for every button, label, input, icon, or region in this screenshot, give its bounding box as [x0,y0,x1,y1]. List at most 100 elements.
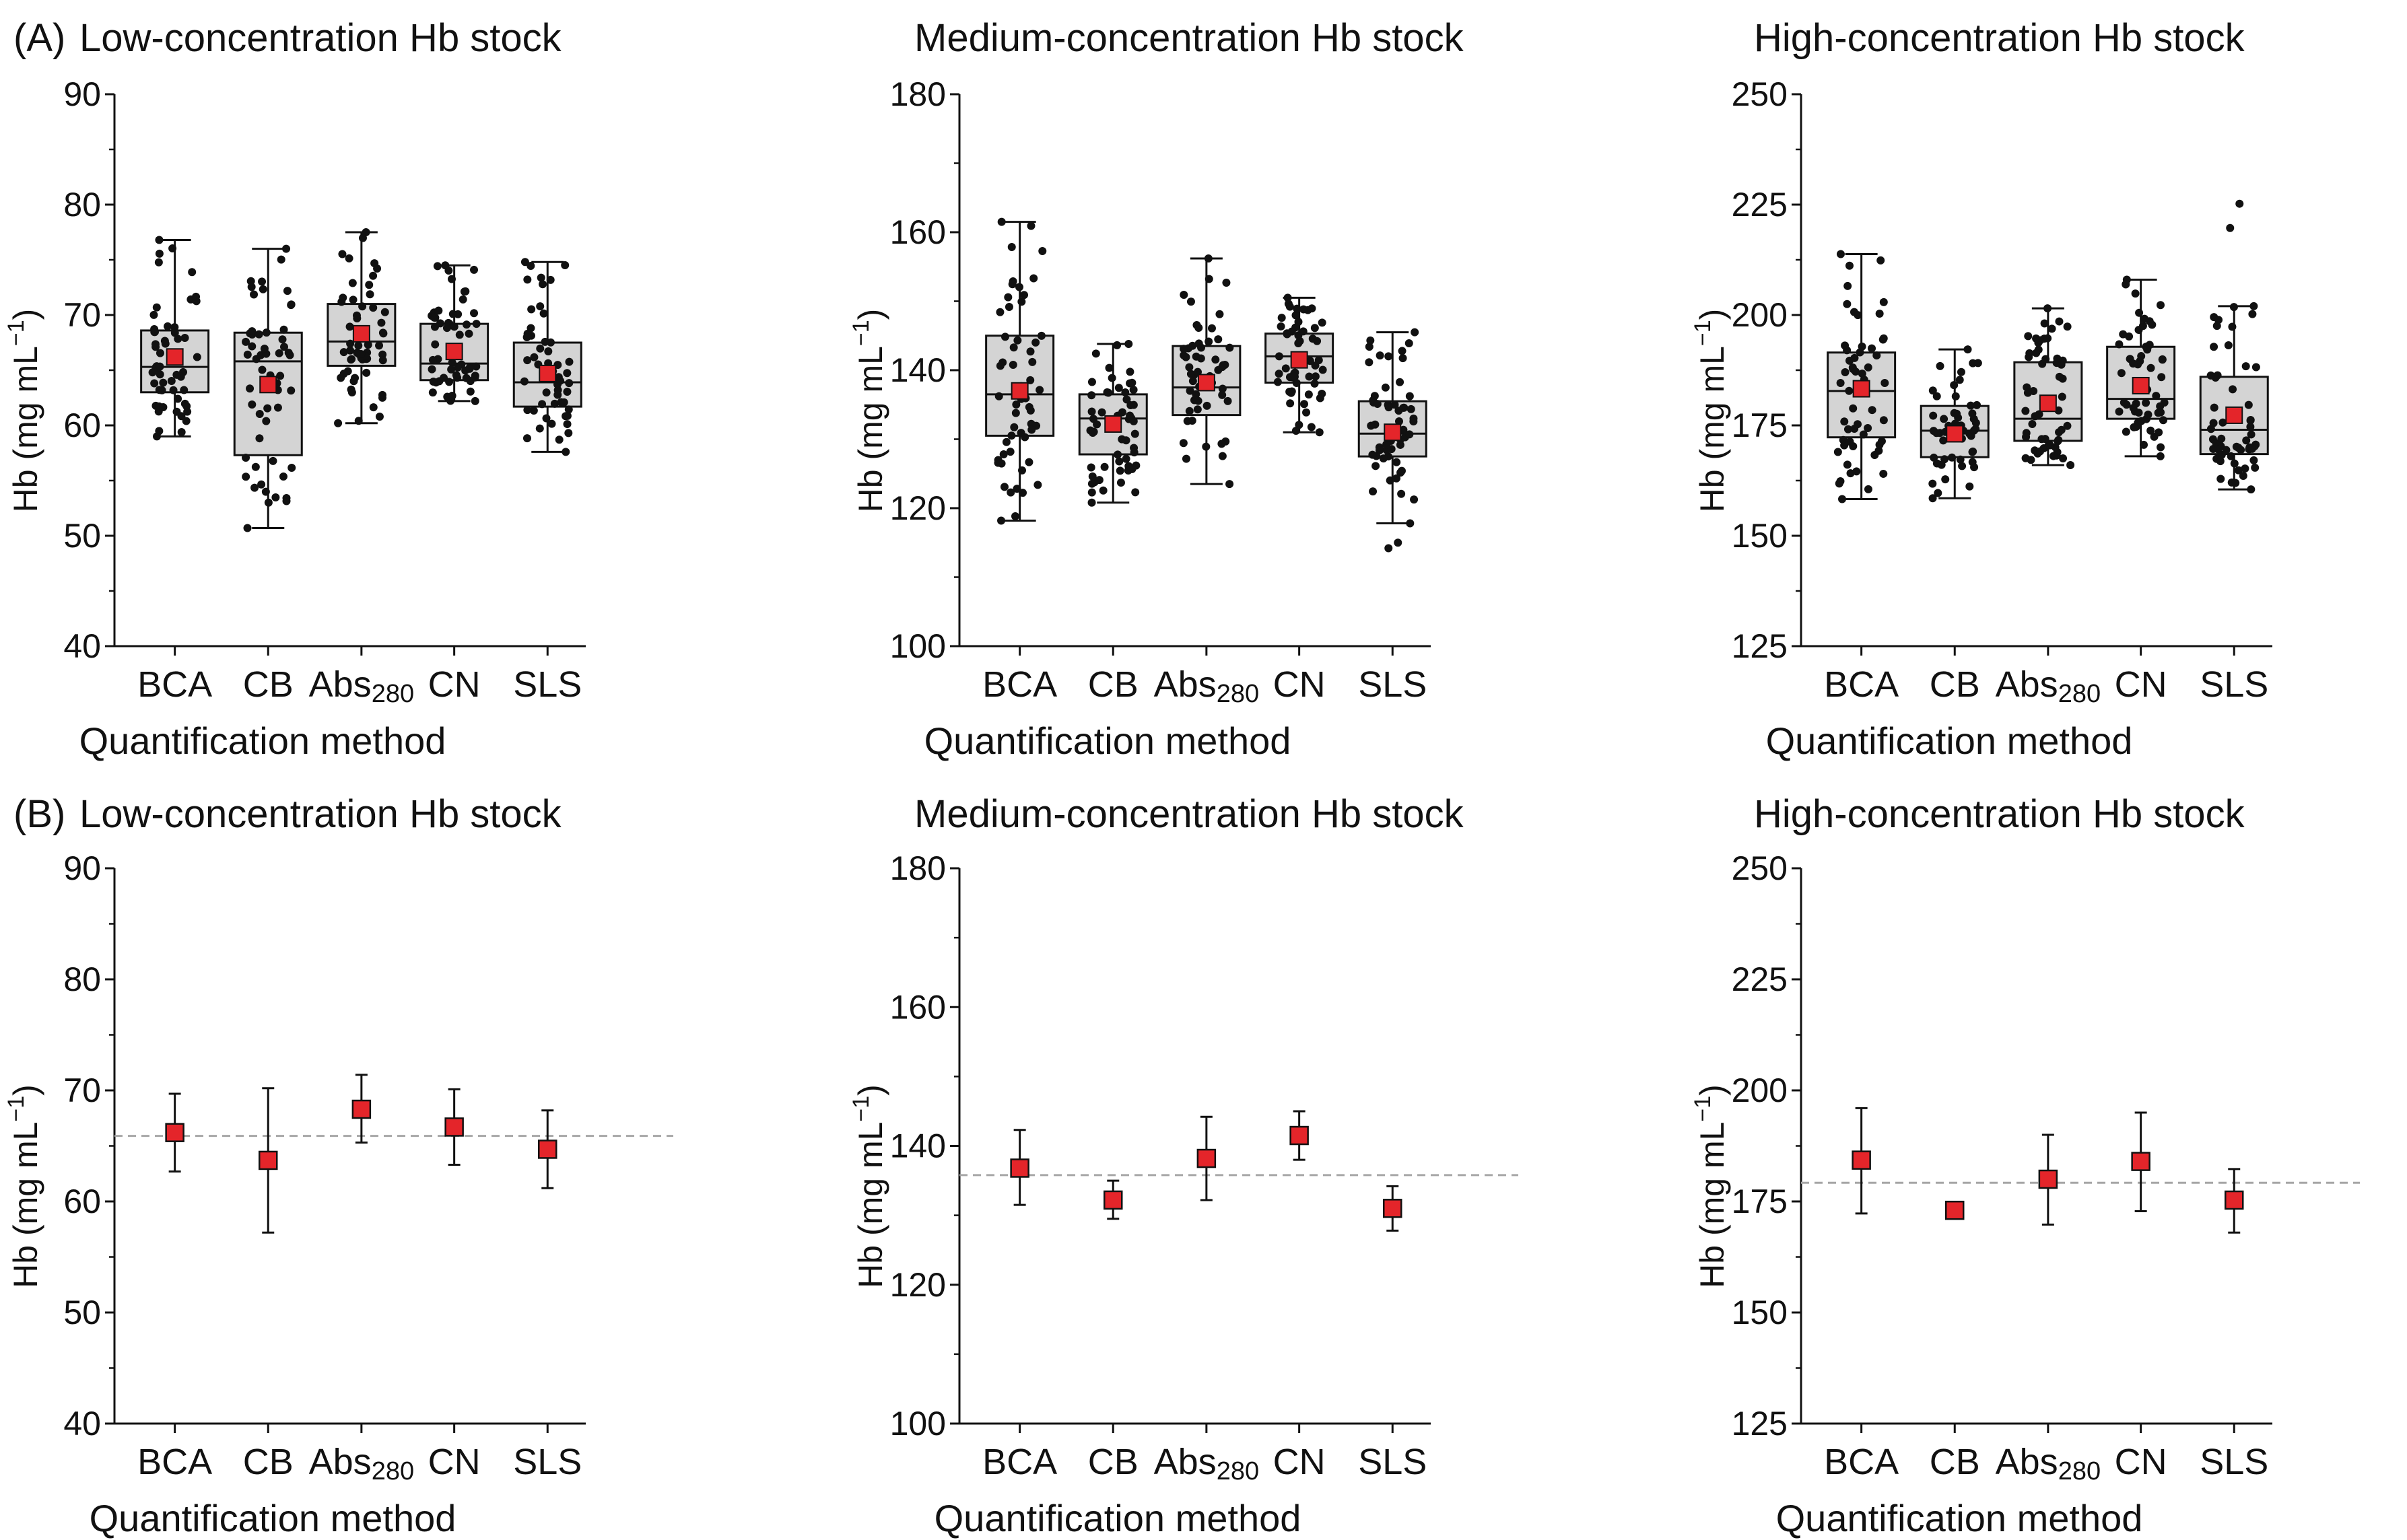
data-point [1304,390,1313,399]
box-sls [512,258,582,456]
data-point [248,400,257,409]
data-point [1843,425,1852,433]
x-tick-label-abs280: Abs280 [1996,1442,2101,1485]
data-point [433,262,442,271]
data-point [1879,334,1888,343]
x-tick-label-bca: BCA [137,1442,212,1482]
data-point [1392,474,1401,483]
data-point [2218,418,2227,427]
data-point [1004,293,1013,302]
x-tick-label-cn: CN [1273,664,1326,705]
data-point [448,392,456,400]
data-point [1087,488,1096,497]
data-point [1966,401,1975,410]
data-point [1099,486,1108,495]
data-point [1868,344,1876,353]
data-point [2239,472,2247,481]
data-point [428,355,437,364]
data-point [556,376,565,385]
data-point [1114,450,1122,459]
data-point [2158,355,2167,364]
data-point [455,330,464,339]
data-point [347,388,356,396]
y-tick-label: 100 [890,627,946,665]
data-point [1398,347,1406,355]
data-point [1122,436,1130,445]
x-tick-label-cn: CN [2115,664,2167,705]
y-axis-label-main: Hb (mg mL [1693,346,1731,512]
y-tick-label: 175 [1732,407,1788,444]
data-point [2140,440,2148,449]
box-cn [2106,275,2176,460]
data-point [167,376,176,385]
data-point [2027,456,2035,464]
data-point [2217,450,2226,459]
chart-panel-a-low: Low-concentration Hb stock 40 50 60 70 80 90 Hb… [3,16,586,762]
mean-marker [2131,1152,2150,1171]
data-point [2129,359,2138,368]
data-point [996,308,1005,316]
x-tick-label-cn: CN [428,1442,481,1482]
data-point [1392,458,1401,466]
box-cb [1920,345,1990,503]
data-point [1955,376,1964,384]
data-point [470,265,479,274]
data-point [1305,372,1314,381]
data-point [1182,454,1190,463]
data-point [2209,419,2218,427]
charts: Low-concentration Hb stock 40 50 60 70 80 90 Hb… [3,16,2360,1539]
data-point [1116,479,1125,487]
data-point [1399,425,1408,434]
data-point [2146,363,2155,372]
data-point [192,292,201,301]
data-point [365,281,374,289]
data-point [471,373,479,382]
data-point [1950,381,1959,390]
data-point [542,388,551,397]
data-point [2231,479,2240,487]
x-axis-title: Quantification method [935,1497,1301,1539]
data-point [349,295,358,304]
x-tick-label-sls: SLS [513,1442,582,1482]
data-point [273,403,282,412]
chart-title: High-concentration Hb stock [1754,792,2245,836]
y-axis-label-main: Hb (mg mL [7,1122,44,1288]
data-point [1965,482,1974,491]
data-point [2043,304,2052,313]
data-point [346,339,355,348]
errorbar-sls [2225,1168,2244,1234]
y-tick-label: 140 [890,351,946,389]
data-point [269,456,277,465]
mean-marker [259,376,277,394]
data-point [2119,330,2128,339]
y-axis-label-end: ) [1693,309,1731,320]
data-point [1299,327,1308,336]
x-tick-label-cb: CB [243,1442,294,1482]
y-tick-label: 140 [890,1127,946,1165]
data-point [2227,452,2235,460]
data-point [520,377,529,386]
data-point [1185,407,1194,415]
data-point [1314,356,1323,365]
data-point [1858,370,1866,378]
row-a-label: (A) [13,16,65,60]
data-point [1846,469,1855,478]
errorbar-bca [1010,1129,1029,1206]
data-point [2249,456,2258,464]
data-point [278,335,287,344]
chart-panel-b-low: Low-concentration Hb stock 40 50 60 70 80 90 Hb… [3,792,673,1539]
y-tick-label: 80 [63,186,101,223]
data-point [2206,371,2215,380]
data-point [148,368,157,377]
data-point [1849,404,1858,413]
data-point [2157,443,2165,452]
data-point [1129,386,1138,394]
data-point [246,384,255,393]
data-point [1126,368,1134,376]
data-point [527,262,535,271]
data-point [1968,448,1977,456]
data-point [1936,361,1944,370]
data-point [1186,386,1194,395]
data-point [2214,316,2223,324]
data-point [1290,372,1299,381]
